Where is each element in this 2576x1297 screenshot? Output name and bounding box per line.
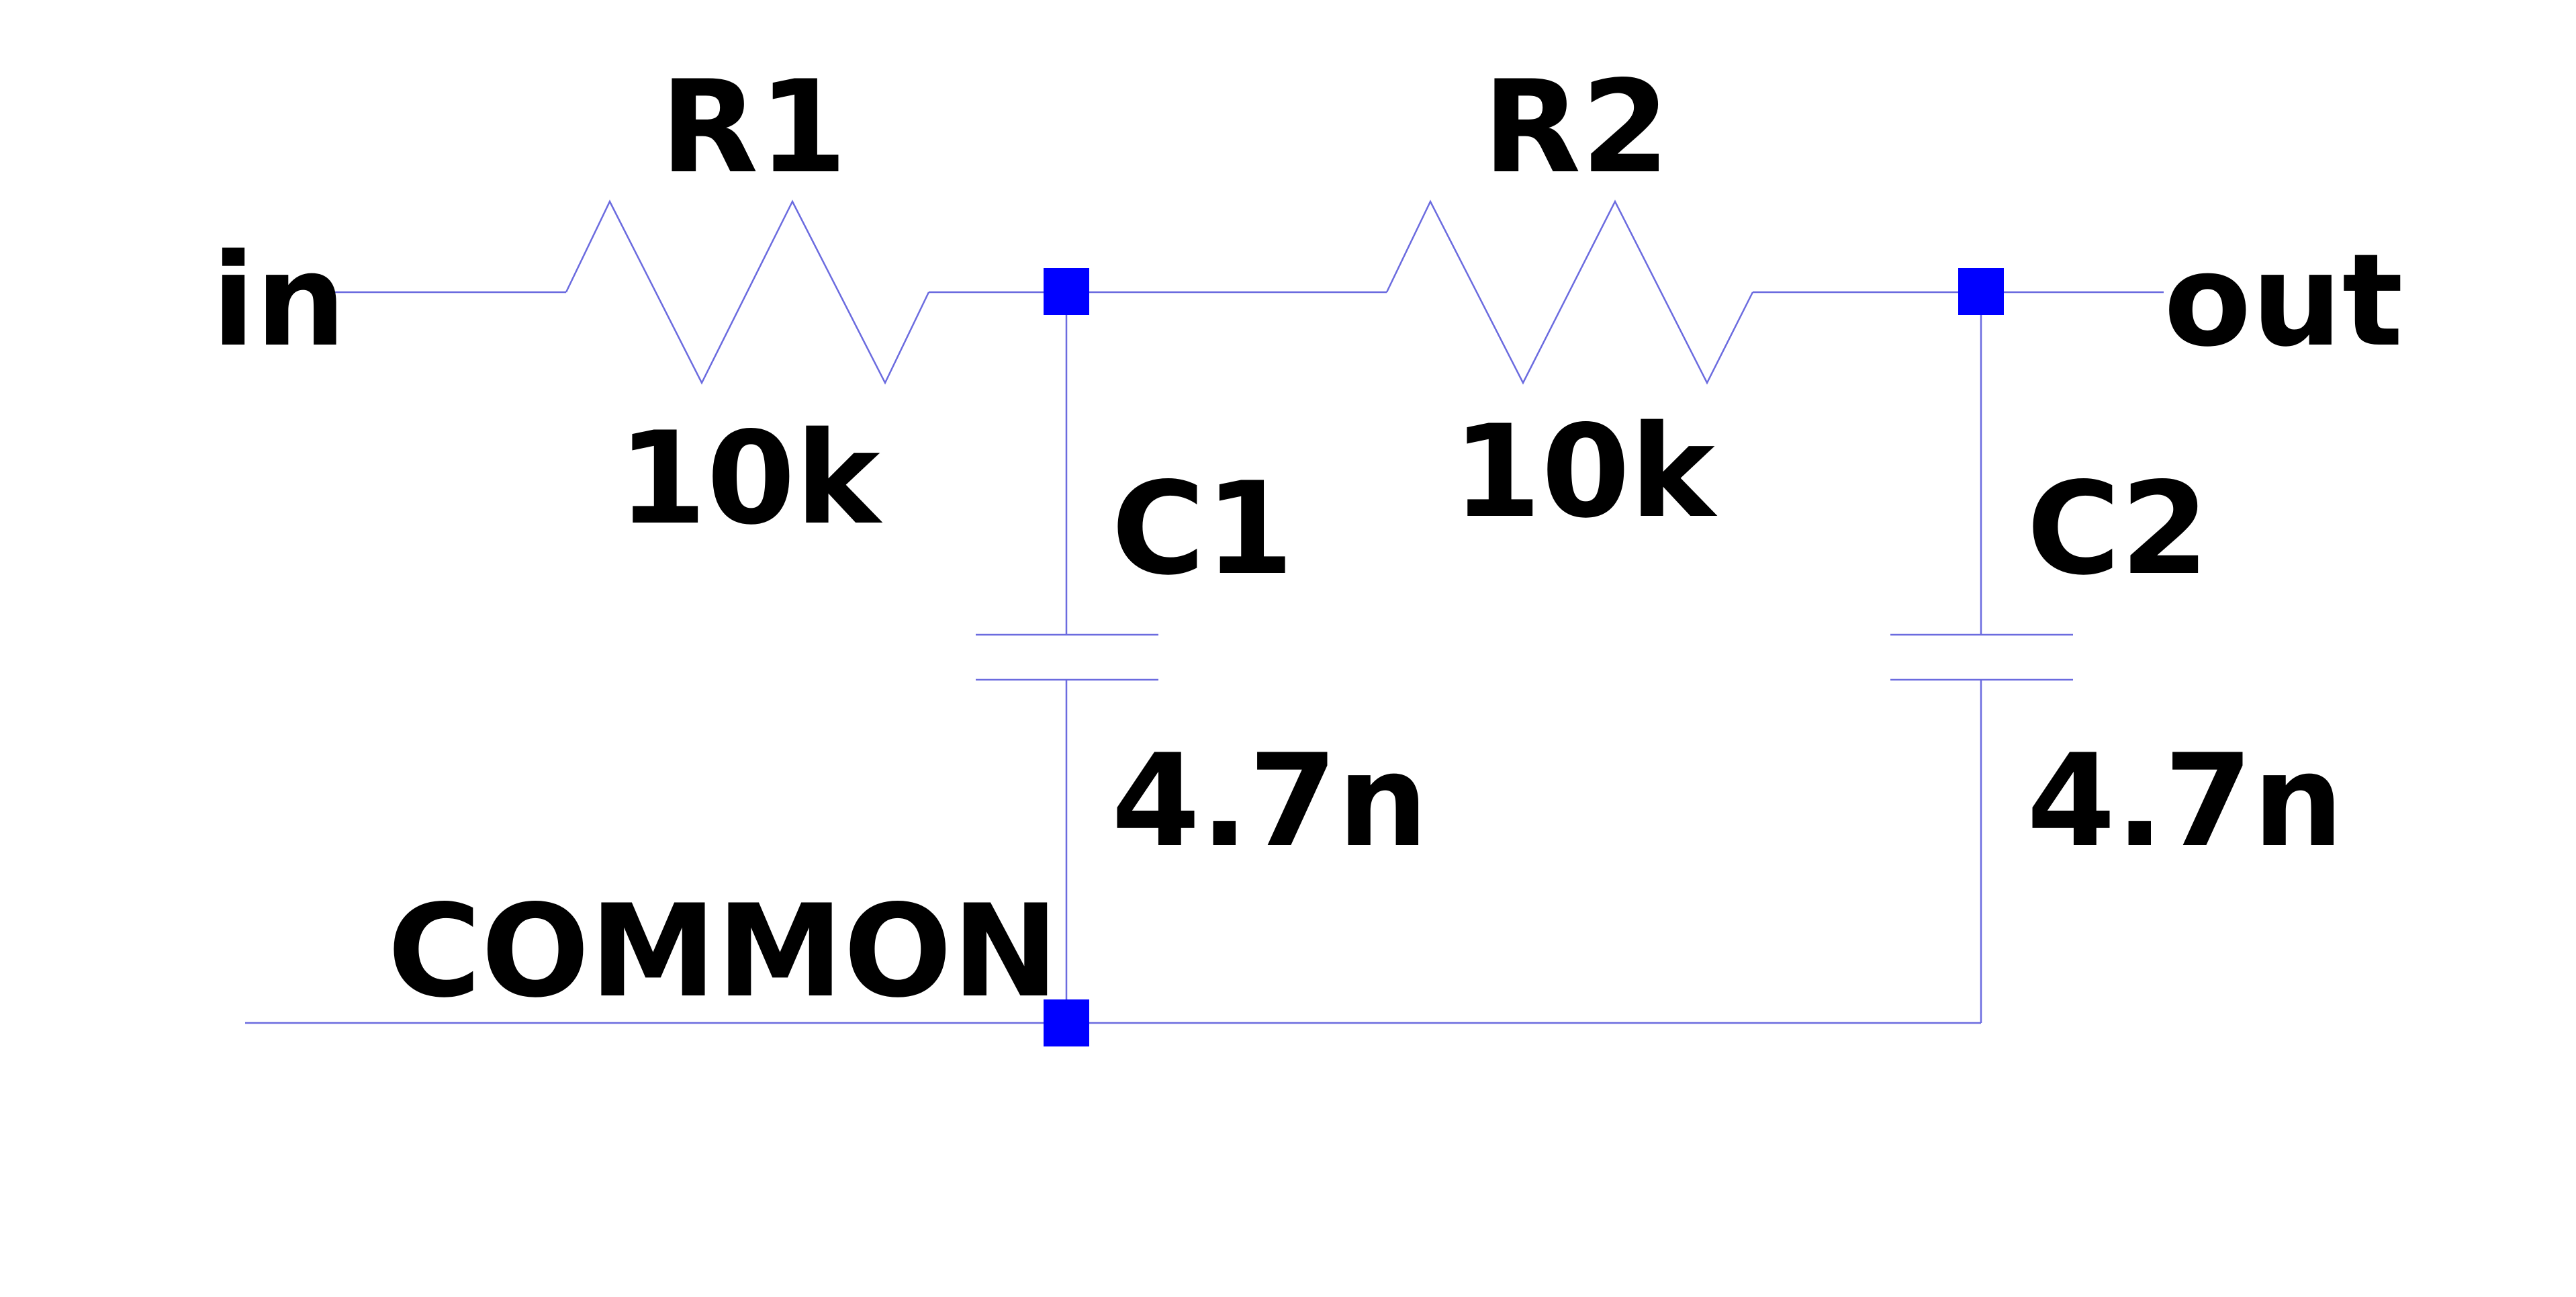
r2-value: 10k [1453, 398, 1717, 546]
capacitor-c1 [976, 633, 1158, 681]
junction-node2 [1958, 268, 2004, 315]
net-label-common: COMMON [387, 877, 1059, 1026]
c1-ref: C1 [1111, 455, 1294, 603]
r1-ref: R1 [660, 53, 847, 202]
wires [245, 291, 2164, 1024]
capacitor-c2 [1890, 633, 2073, 681]
junction-ground [1044, 999, 1089, 1046]
r1-value: 10k [618, 404, 882, 553]
net-label-out: out [2164, 226, 2403, 375]
junction-node1 [1044, 268, 1089, 315]
net-label-in: in [212, 226, 346, 375]
r2-ref: R2 [1483, 53, 1670, 202]
c2-value: 4.7n [2027, 727, 2344, 875]
resistor-r2 [1385, 199, 1754, 385]
c2-ref: C2 [2027, 455, 2209, 603]
resistor-r1 [565, 199, 930, 385]
c1-value: 4.7n [1111, 727, 1428, 875]
